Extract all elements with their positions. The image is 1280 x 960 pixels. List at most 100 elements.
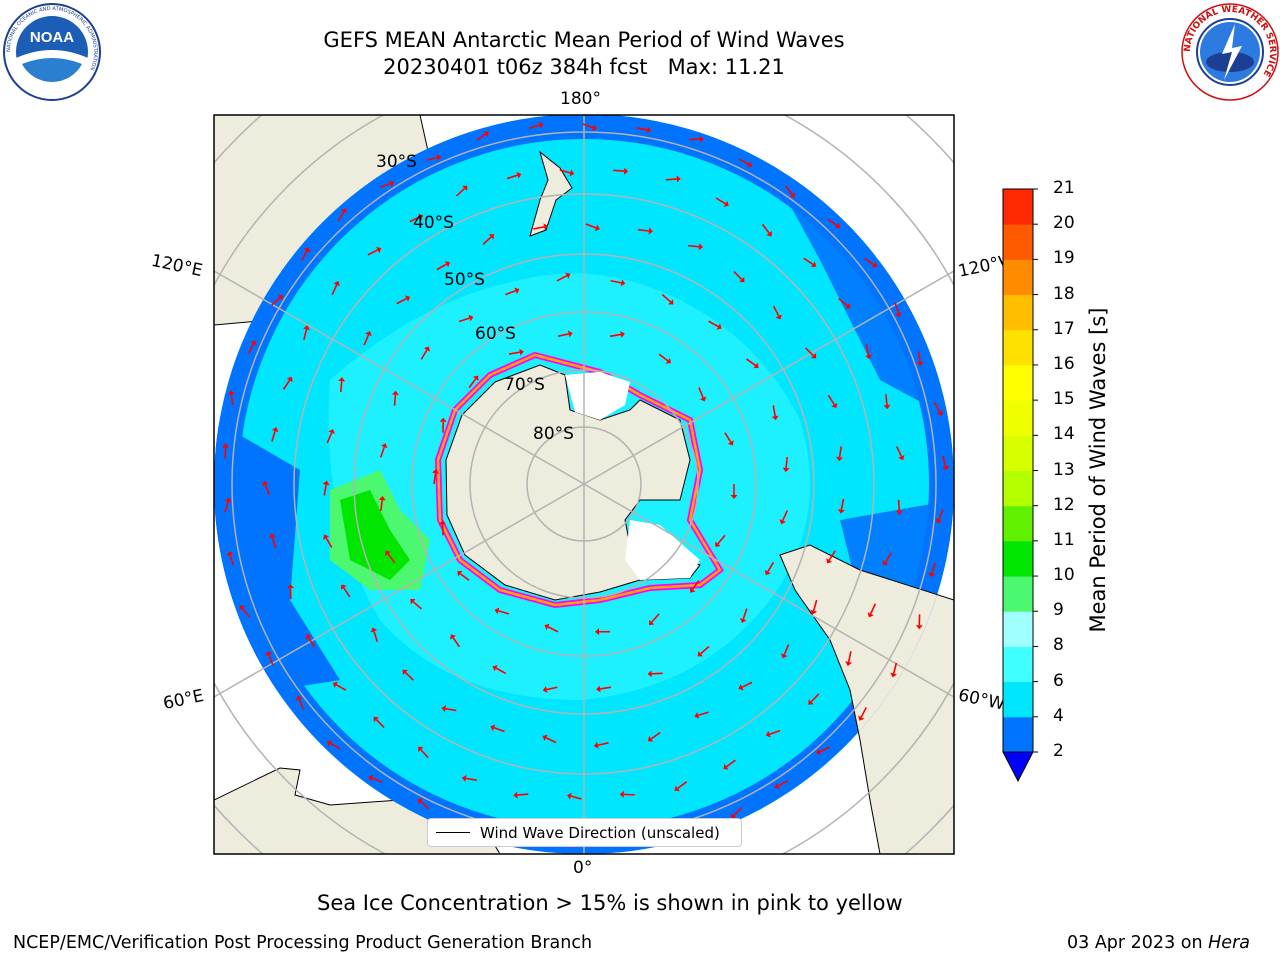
wave-direction-arrowhead <box>766 231 772 237</box>
wave-direction-arrow <box>325 537 333 548</box>
wave-direction-arrow <box>339 381 343 393</box>
wave-direction-arrow <box>746 358 756 367</box>
wave-direction-arrowhead <box>697 651 703 657</box>
wave-direction-arrowhead <box>882 560 889 566</box>
wave-direction-arrow <box>452 637 461 648</box>
wave-direction-arrow <box>819 746 831 753</box>
wave-direction-arrow <box>367 249 379 256</box>
wave-direction-arrowhead <box>753 362 759 369</box>
wave-direction-arrow <box>613 169 625 172</box>
wave-direction-arrow <box>738 158 750 166</box>
wave-direction-arrow <box>726 759 736 768</box>
wave-direction-arrowhead <box>845 661 853 666</box>
wave-direction-arrow <box>896 446 903 457</box>
wave-direction-arrowhead <box>595 628 600 636</box>
colorbar-tick-label: 18 <box>1053 283 1075 304</box>
wave-direction-arrowhead <box>837 509 845 514</box>
wave-direction-arrow <box>637 228 650 232</box>
wave-direction-arrow <box>556 274 568 282</box>
wave-direction-arrow <box>609 333 622 338</box>
wave-direction-arrow <box>597 742 609 747</box>
colorbar-band <box>1003 189 1033 225</box>
wave-direction-arrowhead <box>689 587 696 593</box>
wave-direction-arrowhead <box>808 699 814 705</box>
wave-direction-arrow <box>827 394 835 406</box>
wave-direction-arrow <box>742 608 748 620</box>
wave-direction-arrowhead <box>647 735 654 742</box>
wave-direction-arrowhead <box>333 280 340 287</box>
wave-direction-arrowhead <box>542 686 548 694</box>
wave-direction-arrow <box>224 447 227 459</box>
wave-direction-arrowhead <box>544 623 550 631</box>
colorbar-band <box>1003 470 1033 507</box>
wave-direction-arrowhead <box>462 185 468 192</box>
colorbar-band <box>1003 224 1033 260</box>
colorbar-band <box>1003 435 1033 471</box>
chart-title: GEFS MEAN Antarctic Mean Period of Wind … <box>323 28 845 52</box>
wave-direction-arrowhead <box>730 813 737 819</box>
wave-direction-arrow <box>942 455 947 467</box>
wave-direction-arrowhead <box>461 774 467 782</box>
lat-label-30s: 30°S <box>376 152 417 172</box>
wave-direction-arrowhead <box>593 741 599 749</box>
wave-direction-arrowhead <box>898 454 905 461</box>
wave-direction-arrowhead <box>338 377 346 382</box>
wave-direction-arrow <box>445 707 457 712</box>
wave-direction-arrow <box>409 216 420 223</box>
wave-direction-arrow <box>741 681 753 688</box>
wave-direction-arrow <box>301 250 308 261</box>
wave-direction-arrow <box>767 561 775 573</box>
colorbar-band <box>1003 681 1033 718</box>
wave-direction-arrowhead <box>432 469 439 474</box>
wave-direction-arrowhead <box>389 180 395 187</box>
wave-direction-arrowhead <box>305 634 312 640</box>
wave-direction-arrow <box>412 601 423 610</box>
colorbar-label: Mean Period of Wind Waves [s] <box>1086 307 1110 633</box>
wave-direction-arrow <box>803 257 814 265</box>
wave-direction-arrow <box>271 537 277 549</box>
wave-direction-arrow <box>495 667 507 675</box>
wave-direction-arrow <box>599 686 612 690</box>
wave-direction-arrowhead <box>648 227 653 235</box>
wave-direction-arrowhead <box>368 774 374 782</box>
wave-direction-arrow <box>482 236 492 245</box>
wave-direction-arrow <box>373 631 379 643</box>
wave-direction-arrow <box>772 405 776 417</box>
wave-direction-arrow <box>420 800 430 810</box>
wave-direction-arrowhead <box>340 584 347 590</box>
wave-direction-arrowhead <box>490 724 496 732</box>
wave-direction-arrow <box>387 553 396 564</box>
wave-direction-arrowhead <box>468 314 474 322</box>
colorbar-tick-label: 21 <box>1053 178 1075 198</box>
wave-direction-arrow <box>404 671 414 681</box>
wave-direction-arrow <box>533 226 545 230</box>
wave-direction-arrowhead <box>567 330 573 338</box>
wave-direction-arrow <box>769 729 781 735</box>
wave-direction-arrow <box>717 534 726 545</box>
wave-direction-arrowhead <box>519 348 524 356</box>
colorbar-tick-label: 9 <box>1053 600 1064 621</box>
wave-direction-arrow <box>396 297 407 305</box>
colorbar-tick-label: 19 <box>1053 248 1075 269</box>
wave-direction-arrowhead <box>418 746 424 752</box>
wave-direction-arrow <box>585 223 597 229</box>
wave-direction-arrow <box>459 573 470 582</box>
wave-direction-arrowhead <box>646 126 652 134</box>
wave-direction-arrow <box>785 456 789 469</box>
wave-direction-arrowhead <box>226 551 234 556</box>
wave-direction-arrow <box>582 123 594 129</box>
colorbar-band <box>1003 540 1033 577</box>
wave-direction-arrowhead <box>376 246 382 254</box>
wave-direction-arrowhead <box>287 584 295 589</box>
wave-direction-arrow <box>860 707 867 718</box>
chart-subtitle: 20230401 t06z 384h fcst Max: 11.21 <box>383 55 785 79</box>
wave-direction-arrow <box>931 562 937 574</box>
wave-direction-arrow <box>697 711 709 717</box>
wave-direction-arrowhead <box>676 175 681 183</box>
wave-direction-arrowhead <box>567 792 572 800</box>
new-zealand-land-inner <box>529 150 573 237</box>
wave-direction-arrow <box>330 742 341 750</box>
wave-direction-arrow <box>840 498 845 510</box>
wave-direction-arrowhead <box>450 634 456 640</box>
